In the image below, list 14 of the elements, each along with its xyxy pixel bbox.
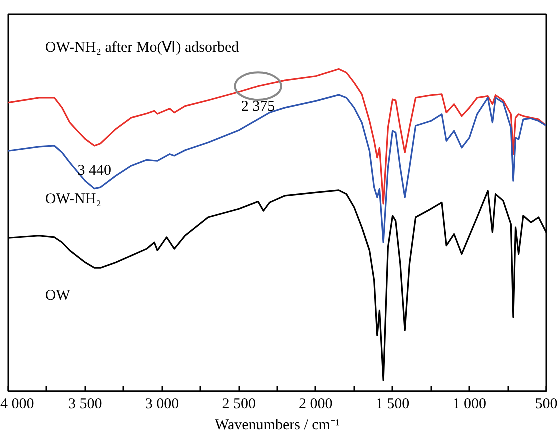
x-tick-label: 1 000 <box>452 396 487 412</box>
x-tick-label: 2 000 <box>299 396 333 412</box>
series-label: OW <box>45 288 72 304</box>
annotation: 3 440 <box>78 163 112 180</box>
x-tick-label: 3 000 <box>145 396 180 412</box>
x-tick-label: 500 <box>535 396 558 412</box>
x-tick-label: 3 500 <box>68 396 102 412</box>
x-axis-title: Wavenumbers / cm⁻¹ <box>215 418 340 434</box>
annotation: 2 375 <box>241 99 276 116</box>
text: OW-NH₂ after Mo(Ⅵ) adsorbed <box>45 40 240 56</box>
x-tick-label: 2 500 <box>222 396 256 412</box>
x-tick-label: 1 500 <box>376 396 410 412</box>
series-label: OW-NH₂ <box>45 191 102 208</box>
x-tick-label: 4 000 <box>0 396 34 412</box>
